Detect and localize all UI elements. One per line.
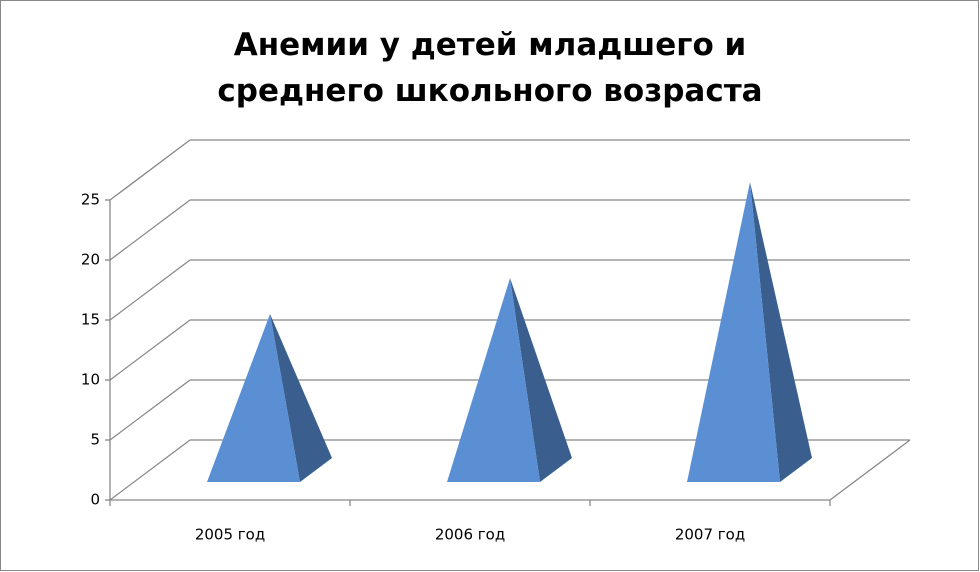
y-tick-label: 20 [81,251,100,269]
grid-line [109,319,191,381]
grid-line [109,439,191,501]
pyramid-side [510,278,572,482]
chart-title: Анемии у детей младшего и среднего школь… [217,27,763,109]
x-tick-label: 2007 год [675,526,745,544]
pyramid-side [270,314,332,482]
y-tick-label: 5 [90,431,100,449]
grid-line [109,259,191,321]
y-tick-label: 10 [81,371,100,389]
x-tick-label: 2006 год [435,526,505,544]
pyramid-front [207,314,300,482]
pyramid-front [687,182,780,482]
grid-line [109,379,191,441]
y-tick-label: 15 [81,311,100,329]
grid-line [109,199,191,261]
x-tick-label: 2005 год [195,526,265,544]
pyramid-front [447,278,540,482]
pyramid-side [750,182,812,482]
y-tick-label: 0 [90,491,100,509]
floor-edge [829,439,911,501]
grid-line [109,139,191,201]
y-tick-label: 25 [81,191,100,209]
